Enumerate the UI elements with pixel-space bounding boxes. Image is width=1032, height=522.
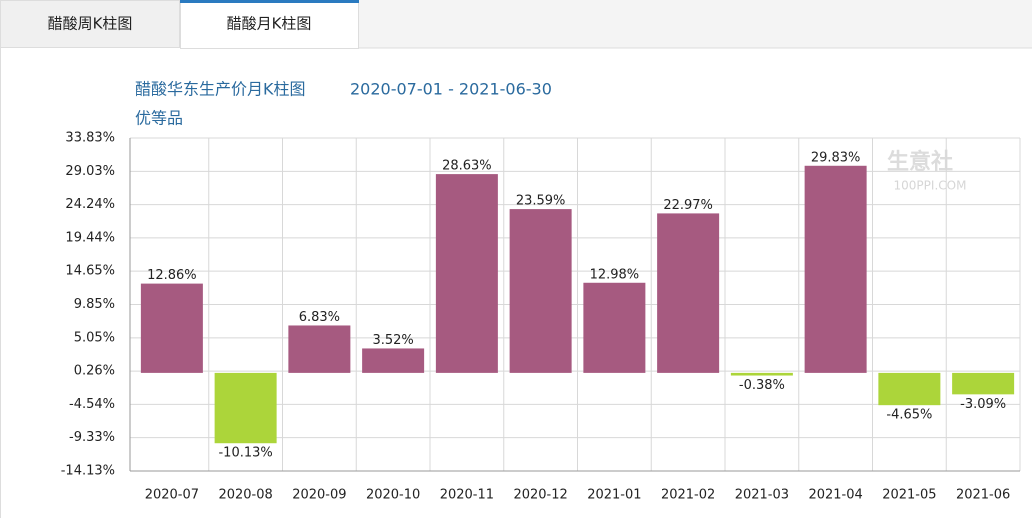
subtitle: 优等品 xyxy=(135,109,183,128)
x-tick-label: 2021-05 xyxy=(882,488,936,503)
y-tick-label: 0.26% xyxy=(74,364,115,379)
data-label: -10.13% xyxy=(218,446,272,461)
tab[interactable] xyxy=(0,0,180,48)
y-tick-label: 5.05% xyxy=(74,330,115,345)
y-tick-label: 9.85% xyxy=(74,297,115,312)
data-label: 23.59% xyxy=(516,194,566,209)
data-label: 22.97% xyxy=(663,198,713,213)
data-label: 3.52% xyxy=(372,333,413,348)
bar xyxy=(140,283,203,373)
y-tick-label: 24.24% xyxy=(65,197,115,212)
tab-highlight xyxy=(180,0,359,3)
x-tick-label: 2020-10 xyxy=(366,488,420,503)
bar xyxy=(657,213,720,373)
watermark: 100PPI.COM xyxy=(894,179,967,193)
x-tick-label: 2020-08 xyxy=(218,488,272,503)
y-tick-label: -14.13% xyxy=(61,464,115,479)
data-label: 29.83% xyxy=(811,150,861,165)
bar xyxy=(214,372,277,444)
tab-label[interactable]: 醋酸周K柱图 xyxy=(48,15,133,33)
bar xyxy=(288,325,351,373)
data-label: -3.09% xyxy=(960,397,1006,412)
bar xyxy=(435,174,498,373)
bar xyxy=(509,209,572,373)
chart-title: 醋酸华东生产价月K柱图 xyxy=(135,80,306,99)
y-tick-label: 33.83% xyxy=(65,131,115,146)
y-tick-label: -9.33% xyxy=(69,430,115,445)
data-label: -4.65% xyxy=(886,408,932,423)
y-tick-label: 19.44% xyxy=(65,230,115,245)
x-tick-label: 2020-09 xyxy=(292,488,346,503)
date-range: 2020-07-01 - 2021-06-30 xyxy=(350,80,552,99)
bar xyxy=(583,282,646,373)
bar xyxy=(804,165,867,373)
watermark: 生意社 xyxy=(887,149,953,175)
y-tick-label: -4.54% xyxy=(69,397,115,412)
data-label: 6.83% xyxy=(299,310,340,325)
bar xyxy=(878,372,941,406)
x-tick-label: 2021-06 xyxy=(956,488,1010,503)
x-tick-label: 2021-02 xyxy=(661,488,715,503)
data-label: 12.86% xyxy=(147,268,197,283)
x-tick-label: 2020-11 xyxy=(440,488,494,503)
x-tick-label: 2021-04 xyxy=(808,488,862,503)
bar xyxy=(952,372,1015,395)
bar xyxy=(362,348,425,373)
tab-label[interactable]: 醋酸月K柱图 xyxy=(227,15,312,33)
data-label: 12.98% xyxy=(590,267,640,282)
data-label: 28.63% xyxy=(442,159,492,174)
x-tick-label: 2021-01 xyxy=(587,488,641,503)
x-tick-label: 2021-03 xyxy=(735,488,789,503)
y-tick-label: 14.65% xyxy=(65,264,115,279)
bar xyxy=(730,372,793,376)
x-tick-label: 2020-12 xyxy=(513,488,567,503)
data-label: -0.38% xyxy=(739,378,785,393)
x-tick-label: 2020-07 xyxy=(145,488,199,503)
y-tick-label: 29.03% xyxy=(65,164,115,179)
